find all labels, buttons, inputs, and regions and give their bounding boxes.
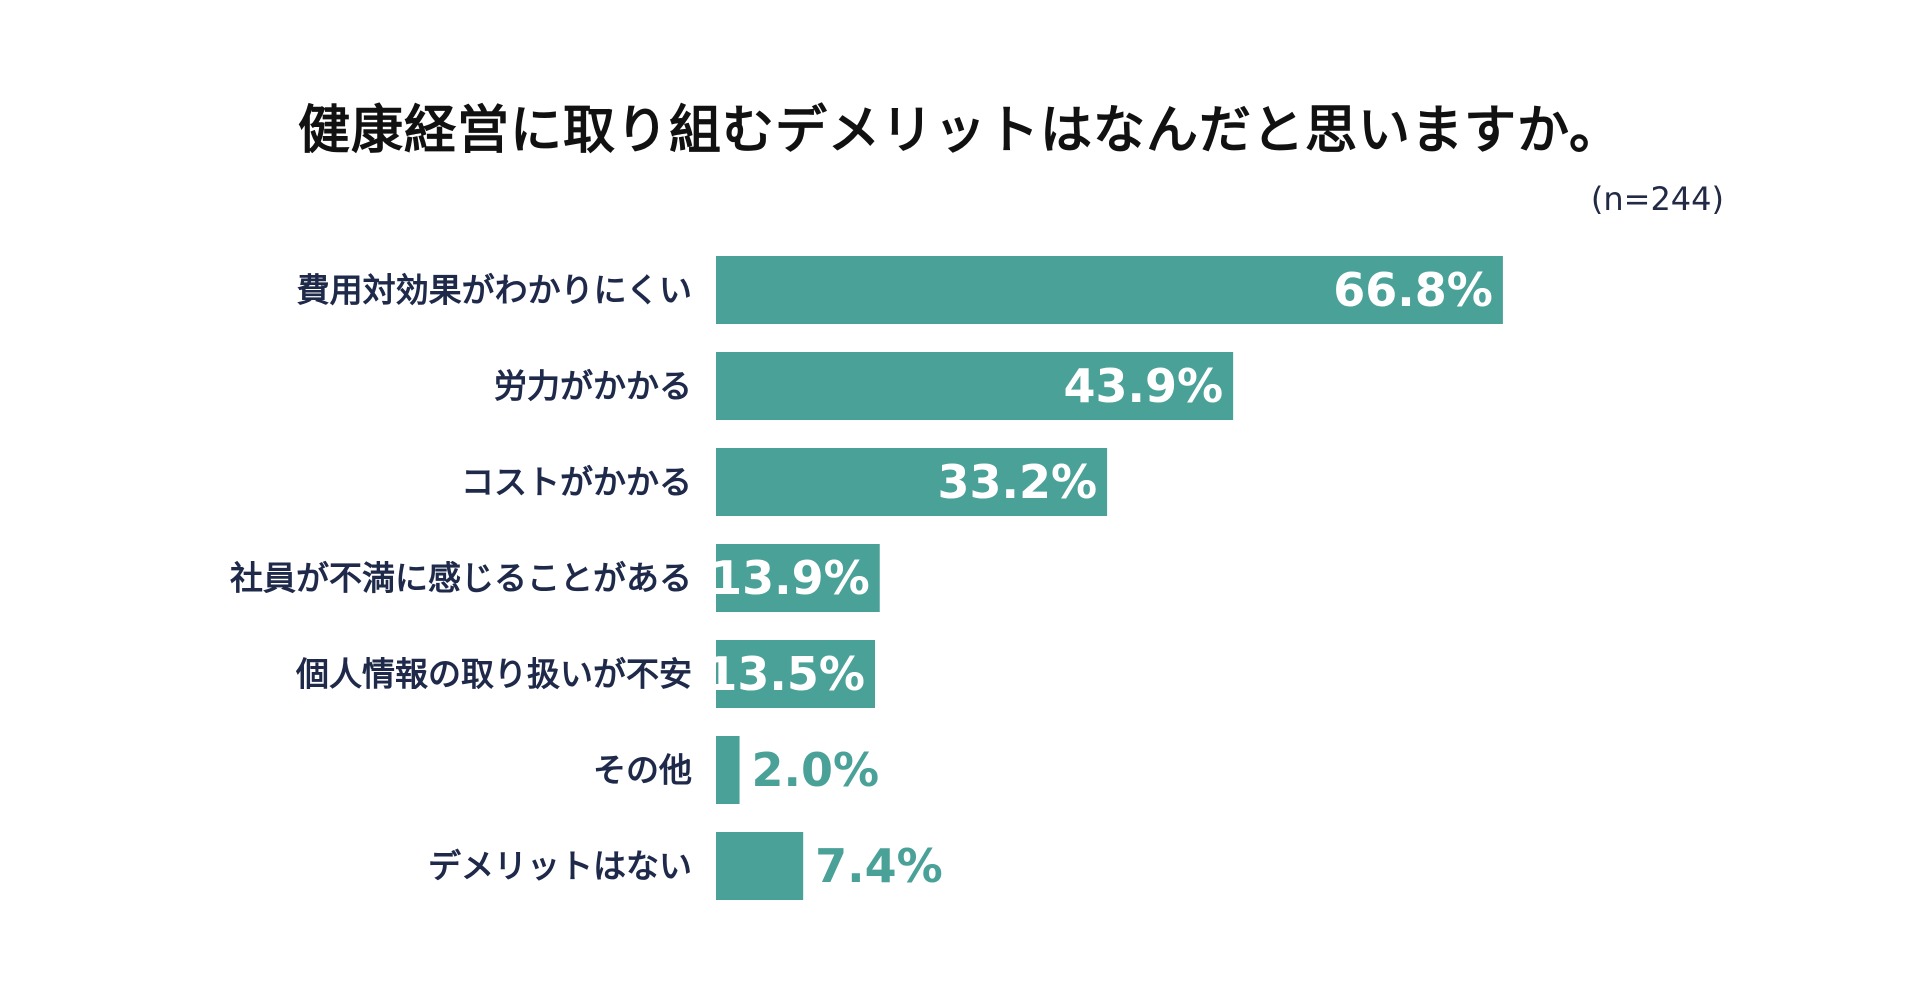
bar (716, 544, 880, 612)
bar (716, 640, 876, 708)
bar (716, 448, 1108, 516)
value-label: 33.2% (938, 455, 1098, 509)
bar (716, 736, 740, 804)
chart-title: 健康経営に取り組むデメリットはなんだと思いますか。 (298, 101, 1622, 161)
category-label: 個人情報の取り扱いが不安 (295, 655, 692, 694)
value-label: 66.8% (1333, 263, 1493, 317)
category-label: 費用対効果がわかりにくい (297, 271, 692, 310)
value-label: 2.0% (752, 743, 880, 797)
category-label: デメリットはない (428, 847, 692, 886)
bar (716, 352, 1234, 420)
bar (716, 832, 804, 900)
bar (716, 256, 1503, 324)
value-label: 7.4% (815, 839, 943, 893)
category-label: 社員が不満に感じることがある (230, 559, 692, 598)
category-label: その他 (593, 751, 692, 790)
value-label: 13.5% (705, 647, 865, 701)
value-label: 43.9% (1064, 359, 1224, 413)
category-label: コストがかかる (461, 463, 692, 502)
value-label: 13.9% (710, 551, 870, 605)
category-label: 労力がかかる (494, 367, 692, 406)
sample-size-note: (n=244) (1590, 180, 1724, 218)
